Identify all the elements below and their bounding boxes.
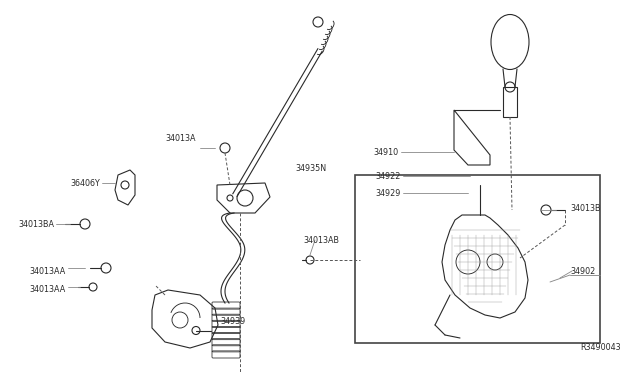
Text: R3490043: R3490043 [580,343,621,353]
Text: 34013BA: 34013BA [18,219,54,228]
Bar [503,87,517,117]
Text: 34935N: 34935N [295,164,326,173]
Text: 34013AB: 34013AB [303,235,339,244]
Text: 34013AA: 34013AA [29,285,66,294]
Text: 34922: 34922 [376,171,401,180]
Text: 34902: 34902 [570,266,595,276]
Bar [355,175,600,343]
Text: 34939: 34939 [220,317,245,327]
Text: 34929: 34929 [376,189,401,198]
Text: 34910: 34910 [374,148,399,157]
Text: 34013B: 34013B [570,203,600,212]
Text: 36406Y: 36406Y [70,179,100,187]
Text: 34013AA: 34013AA [29,266,66,276]
Text: 34013A: 34013A [166,134,196,142]
